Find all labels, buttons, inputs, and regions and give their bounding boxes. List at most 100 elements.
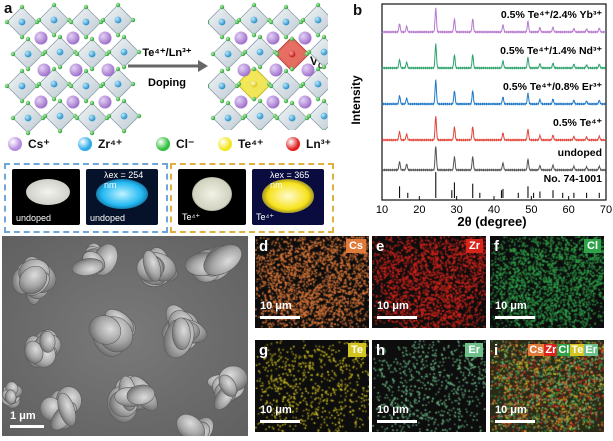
cl-atom (19, 98, 25, 104)
center-atom (88, 50, 96, 58)
scale-bar (260, 316, 300, 319)
cl-atom (121, 34, 127, 40)
cl-atom (57, 98, 63, 104)
panel-label-h: h (376, 342, 386, 359)
x-axis-label: 2θ (degree) (457, 214, 526, 229)
cl-atom (315, 2, 321, 8)
cl-atom (210, 51, 216, 57)
sem-image: c 1 μm (2, 236, 248, 436)
cl-atom (258, 128, 262, 130)
cl-atom (10, 51, 16, 57)
center-atom (218, 18, 226, 26)
eds-map-e: e Zr 10 μm (372, 236, 486, 328)
cl-atom (74, 115, 80, 121)
center-atom (82, 18, 90, 26)
scale-bar (377, 420, 417, 423)
sem-flake (71, 258, 104, 276)
cl-atom (225, 36, 231, 42)
legend-swatch-icon (286, 136, 300, 151)
cl-atom (19, 68, 25, 74)
legend-swatch-icon (8, 136, 22, 151)
scale-bar (495, 420, 535, 423)
center-atom (320, 112, 328, 120)
scale-bar (260, 420, 300, 423)
cl-atom (257, 34, 263, 40)
x-tick-label: 40 (488, 204, 500, 216)
center-atom (82, 82, 90, 90)
x-tick-label: 10 (376, 204, 388, 216)
cl-atom (51, 96, 57, 102)
cl-atom (115, 2, 121, 8)
cs-atom (66, 95, 80, 109)
x-tick-label: 70 (600, 204, 612, 216)
panel-label-f: f (494, 238, 499, 255)
doped-lattice (208, 2, 328, 130)
excitation-label: λex = 254 nm (104, 170, 144, 190)
cl-atom (219, 34, 225, 40)
panel-a-illustration: Te⁴⁺/Ln³⁺ Doping (4, 2, 208, 136)
sem-flake (39, 330, 56, 353)
center-atom (224, 114, 232, 122)
photo-caption: Te⁴⁺ (256, 212, 275, 222)
cl-atom (57, 34, 63, 40)
photo-caption: undoped (16, 213, 52, 223)
legend-label: Cl⁻ (176, 136, 195, 151)
sem-particles (2, 236, 248, 436)
xrd-series-line (381, 146, 607, 172)
cl-atom (251, 2, 257, 8)
cl-atom (242, 49, 248, 55)
cl-atom (89, 130, 95, 136)
cs-atom (34, 31, 48, 45)
cl-atom (321, 98, 327, 104)
cl-atom (136, 49, 142, 55)
center-atom (224, 50, 232, 58)
cl-atom (121, 128, 127, 134)
cl-atom (306, 113, 312, 119)
doping-arrow-head-icon (198, 60, 208, 72)
cl-atom (89, 66, 95, 72)
cl-atom (36, 81, 42, 87)
center-atom (56, 112, 64, 120)
cs-atom (301, 63, 315, 77)
cs-atom (69, 63, 83, 77)
cl-atom (257, 64, 263, 70)
cl-atom (68, 83, 74, 89)
center-atom (18, 82, 26, 90)
eds-map-h: h Er 10 μm (372, 340, 486, 432)
legend-item: Ln³⁺ (286, 135, 331, 153)
center-atom (282, 82, 290, 90)
legend-swatch-icon (78, 136, 92, 151)
element-label: Cl (584, 239, 601, 253)
photo-caption: Te⁴⁺ (182, 212, 201, 222)
center-atom (250, 80, 258, 88)
cl-atom (283, 34, 289, 40)
cl-atom (130, 17, 136, 23)
sem-flake (218, 374, 238, 397)
cl-atom (283, 98, 289, 104)
element-label: Cs (345, 239, 366, 253)
undoped-powder-photo: undoped (12, 169, 80, 225)
cl-atom (321, 34, 327, 40)
center-atom (24, 114, 32, 122)
cl-atom (236, 17, 242, 23)
eds-map-i: i Cs Zr Cl Te Er 10 μm (490, 340, 604, 432)
series-label: 0.5% Te⁴⁺/2.4% Yb³⁺ (501, 9, 603, 21)
cl-atom (68, 19, 74, 25)
legend-label: Te⁴⁺ (238, 136, 264, 151)
panel-label-b: b (353, 2, 363, 19)
cs-atom (234, 31, 248, 45)
undoped-photo-box (4, 163, 168, 233)
cl-atom (130, 81, 136, 87)
cl-atom (283, 68, 289, 74)
cl-atom (25, 36, 31, 42)
sem-flake (19, 265, 47, 295)
sem-flake (88, 315, 122, 345)
cl-atom (100, 17, 106, 23)
cl-atom (315, 66, 321, 72)
cl-atom (289, 36, 295, 42)
xrd-series-line (381, 7, 607, 34)
center-atom (256, 48, 264, 56)
cl-atom (300, 17, 306, 23)
series-label: 0.5% Te⁴⁺ (553, 117, 603, 129)
cs-atom (234, 95, 248, 109)
